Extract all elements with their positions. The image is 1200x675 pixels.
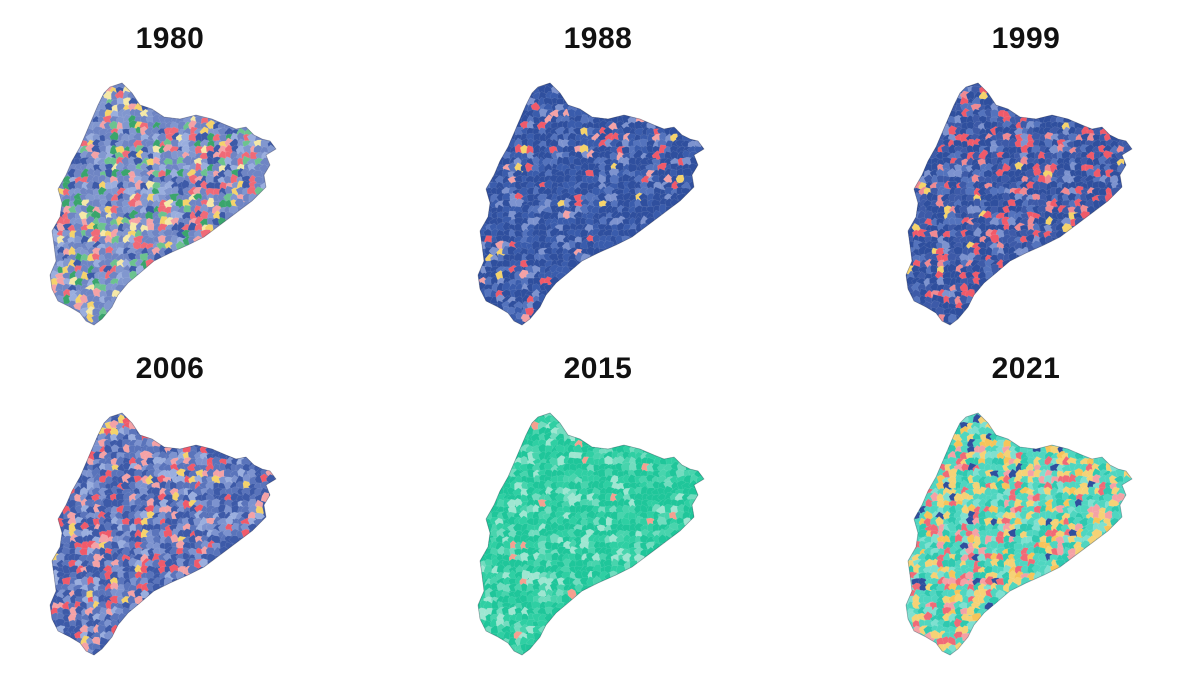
municipality (91, 648, 102, 655)
municipalities (478, 83, 704, 325)
municipality (1050, 564, 1060, 574)
map-panel-2021: 2021 (856, 330, 1200, 667)
municipality (954, 307, 964, 318)
municipality (639, 197, 650, 207)
municipalities (906, 413, 1132, 655)
municipality (629, 560, 638, 570)
municipality (579, 577, 589, 586)
municipalities (50, 413, 276, 655)
municipality (524, 307, 534, 316)
municipality (544, 552, 554, 561)
municipality (984, 576, 995, 586)
municipality (507, 162, 518, 172)
municipality (1001, 174, 1011, 183)
region-outline (49, 412, 277, 656)
catalonia-map (905, 82, 1133, 326)
municipality (86, 516, 96, 526)
catalonia-map (905, 412, 1133, 656)
municipality (1110, 187, 1122, 197)
municipality (948, 125, 958, 136)
municipality (1097, 521, 1108, 533)
municipality (573, 467, 584, 478)
map-title: 2015 (563, 352, 633, 385)
catalonia-map (49, 412, 277, 656)
catalonia-map (49, 82, 277, 326)
municipality (86, 312, 95, 323)
municipality (973, 198, 981, 207)
catalonia-map (477, 412, 705, 656)
map-panel-2015: 2015 (428, 330, 828, 667)
municipality (1115, 492, 1125, 501)
municipality (497, 545, 506, 556)
municipality (200, 229, 212, 239)
municipality (561, 593, 570, 604)
municipality (73, 302, 83, 311)
region-outline (49, 82, 277, 326)
municipality (544, 541, 553, 550)
map-title: 1988 (563, 22, 633, 55)
region-outline (905, 412, 1133, 656)
map-panel-1999: 1999 (856, 0, 1200, 337)
map-panel-1988: 1988 (428, 0, 828, 337)
municipality (568, 515, 579, 526)
municipality (947, 557, 956, 568)
map-title: 1999 (991, 22, 1061, 55)
municipality (79, 307, 90, 318)
municipality (234, 198, 245, 208)
map-title: 2006 (135, 352, 205, 385)
municipalities (906, 83, 1132, 325)
region-outline (477, 82, 705, 326)
municipality (1049, 197, 1060, 208)
municipality (1043, 475, 1054, 484)
municipality (121, 546, 131, 556)
map-panel-1980: 1980 (0, 0, 400, 337)
municipality (995, 589, 1006, 600)
map-title: 1980 (135, 22, 205, 55)
municipality (929, 629, 941, 639)
municipality (954, 114, 963, 124)
municipality (496, 563, 506, 573)
map-panel-2006: 2006 (0, 330, 400, 667)
municipality (991, 247, 1000, 256)
municipality (98, 145, 108, 154)
municipality (543, 179, 553, 190)
municipality (930, 533, 940, 544)
municipality (930, 264, 939, 274)
region-outline (477, 412, 705, 656)
catalonia-map (477, 82, 705, 326)
municipality (98, 161, 109, 172)
map-title: 2021 (991, 352, 1061, 385)
municipality (246, 468, 258, 478)
region-outline (905, 82, 1133, 326)
municipalities (50, 83, 276, 324)
